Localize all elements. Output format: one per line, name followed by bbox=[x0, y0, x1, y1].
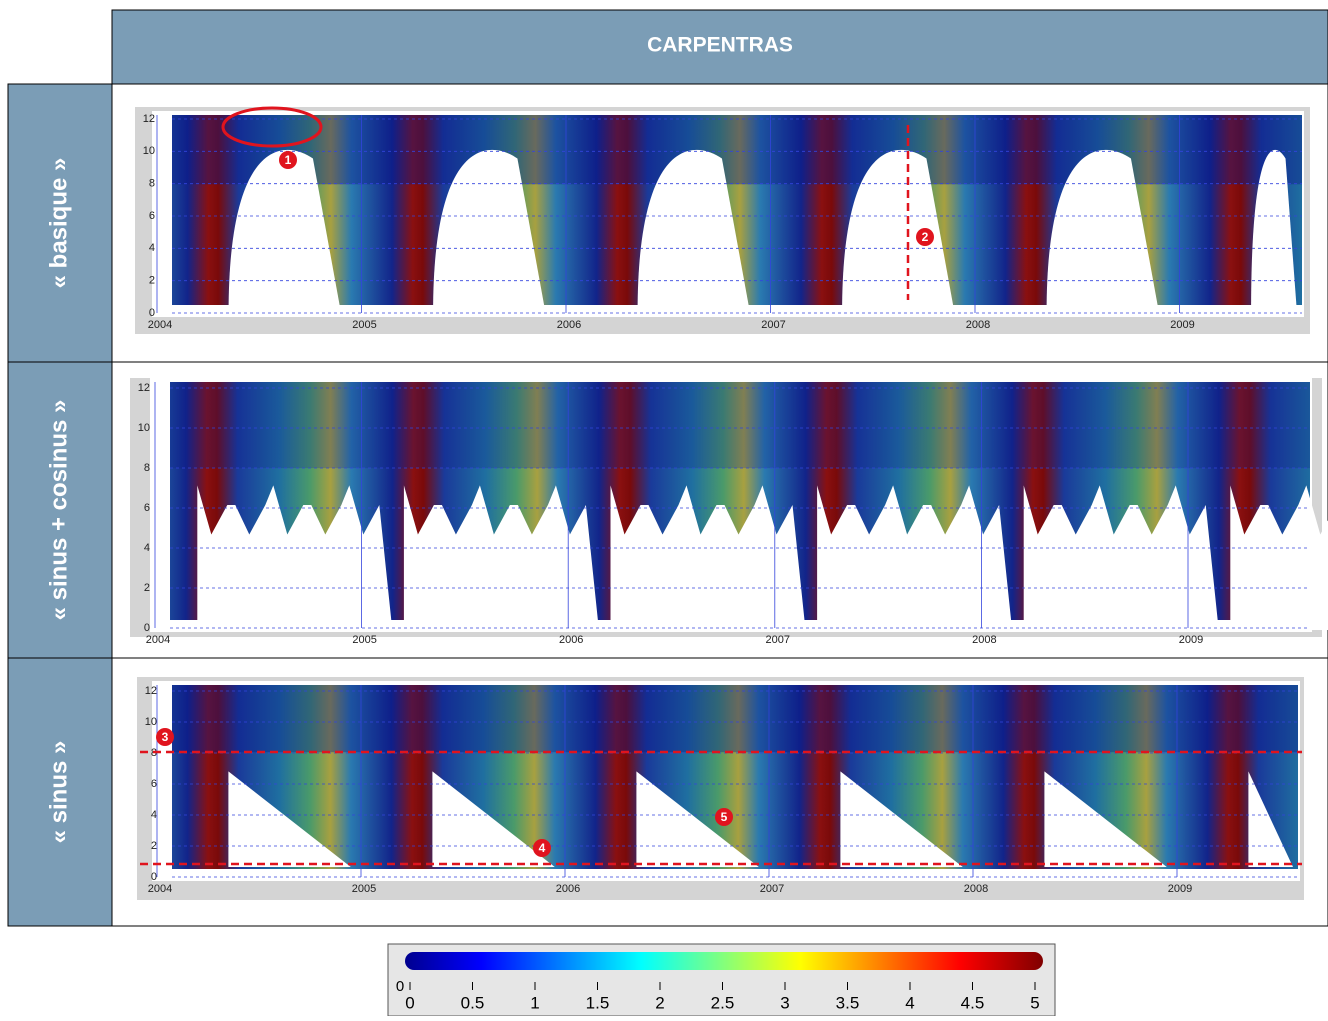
colorbar-tick-label: 3 bbox=[780, 993, 789, 1012]
heatmap-gap bbox=[610, 485, 806, 630]
colorbar-tick-label: 1 bbox=[530, 993, 539, 1012]
x-tick-label: 2009 bbox=[1168, 883, 1192, 895]
heatmap-gap bbox=[1248, 771, 1293, 867]
y-tick-label: 2 bbox=[149, 275, 155, 287]
annotation-ellipse bbox=[221, 106, 323, 148]
heatmap-gap bbox=[636, 771, 759, 867]
x-tick-label: 2008 bbox=[972, 634, 996, 646]
heatmap-gap bbox=[637, 149, 751, 313]
heatmap-gap bbox=[1023, 485, 1219, 630]
heatmap-gap bbox=[1044, 771, 1167, 867]
colorbar-tick-label: 4.5 bbox=[961, 993, 985, 1012]
y-tick-label: 8 bbox=[149, 178, 155, 190]
heatmap-gap bbox=[1046, 149, 1160, 313]
header-title: CARPENTRAS bbox=[647, 34, 793, 57]
y-tick-label: 0 bbox=[151, 871, 157, 883]
colorbar-tick-label: 0 bbox=[405, 993, 414, 1012]
colorbar-side-label: 0 bbox=[396, 978, 404, 995]
y-tick-label: 10 bbox=[143, 145, 155, 157]
y-tick-label: 12 bbox=[143, 113, 155, 125]
x-tick-label: 2005 bbox=[352, 319, 376, 331]
colorbar-tick-label: 4 bbox=[905, 993, 914, 1012]
annotation-marker bbox=[533, 839, 551, 857]
x-tick-label: 2007 bbox=[766, 634, 790, 646]
annotation-marker bbox=[279, 151, 297, 169]
y-tick-label: 4 bbox=[151, 809, 157, 821]
x-tick-label: 2007 bbox=[761, 319, 785, 331]
heatmap-gap bbox=[432, 771, 555, 867]
heatmap-shade bbox=[170, 382, 1310, 469]
row-label-cell bbox=[7, 361, 113, 659]
heatmap-gap bbox=[197, 485, 393, 630]
heatmap-gap bbox=[817, 485, 1013, 630]
row-label: « basique » bbox=[45, 158, 72, 289]
y-tick-label: 4 bbox=[144, 542, 150, 554]
x-tick-label: 2004 bbox=[146, 634, 170, 646]
colorbar-tick-label: 1.5 bbox=[586, 993, 610, 1012]
row-label: « sinus + cosinus » bbox=[45, 400, 72, 621]
heatmap-gap bbox=[1230, 485, 1328, 630]
x-tick-label: 2008 bbox=[966, 319, 990, 331]
heatmap-gap bbox=[1251, 149, 1297, 313]
colorbar-tick-label: 2.5 bbox=[711, 993, 735, 1012]
annotation-label: 1 bbox=[285, 153, 292, 167]
y-tick-label: 10 bbox=[138, 422, 150, 434]
colorbar-tick-label: 5 bbox=[1030, 993, 1039, 1012]
colorbar-tick-label: 0.5 bbox=[461, 993, 485, 1012]
annotation-marker bbox=[156, 728, 174, 746]
y-tick-label: 0 bbox=[144, 622, 150, 634]
annotation-marker bbox=[916, 228, 934, 246]
heatmap-gap bbox=[228, 771, 351, 867]
x-tick-label: 2004 bbox=[148, 319, 172, 331]
y-tick-label: 12 bbox=[145, 685, 157, 697]
y-tick-label: 0 bbox=[149, 307, 155, 319]
y-tick-label: 6 bbox=[149, 210, 155, 222]
x-tick-label: 2006 bbox=[557, 319, 581, 331]
y-tick-label: 6 bbox=[151, 778, 157, 790]
annotation-label: 3 bbox=[162, 730, 169, 744]
y-tick-label: 6 bbox=[144, 502, 150, 514]
x-tick-label: 2004 bbox=[148, 883, 172, 895]
heatmap-gap bbox=[228, 149, 342, 313]
x-tick-label: 2005 bbox=[352, 883, 376, 895]
heatmap-gap bbox=[403, 485, 599, 630]
annotation-marker bbox=[715, 808, 733, 826]
x-tick-label: 2006 bbox=[556, 883, 580, 895]
annotation-label: 5 bbox=[721, 810, 728, 824]
header-cell bbox=[111, 9, 1328, 85]
colorbar-tick-label: 3.5 bbox=[836, 993, 860, 1012]
heatmap-gap bbox=[433, 149, 546, 313]
row-label-cell bbox=[7, 657, 113, 927]
y-tick-label: 12 bbox=[138, 382, 150, 394]
x-tick-label: 2009 bbox=[1170, 319, 1194, 331]
y-tick-label: 10 bbox=[145, 716, 157, 728]
x-tick-label: 2005 bbox=[352, 634, 376, 646]
y-tick-label: 2 bbox=[144, 582, 150, 594]
row-label: « sinus » bbox=[45, 741, 72, 844]
y-tick-label: 2 bbox=[151, 840, 157, 852]
annotation-label: 4 bbox=[539, 841, 546, 855]
colorbar bbox=[405, 952, 1043, 970]
y-tick-label: 8 bbox=[144, 462, 150, 474]
y-tick-label: 4 bbox=[149, 242, 155, 254]
x-tick-label: 2008 bbox=[964, 883, 988, 895]
x-tick-label: 2009 bbox=[1179, 634, 1203, 646]
x-tick-label: 2006 bbox=[559, 634, 583, 646]
colorbar-tick-label: 2 bbox=[655, 993, 664, 1012]
x-tick-label: 2007 bbox=[760, 883, 784, 895]
annotation-label: 2 bbox=[922, 230, 929, 244]
heatmap-gap bbox=[842, 149, 955, 313]
heatmap-shade bbox=[172, 685, 1298, 753]
heatmap-gap bbox=[840, 771, 963, 867]
